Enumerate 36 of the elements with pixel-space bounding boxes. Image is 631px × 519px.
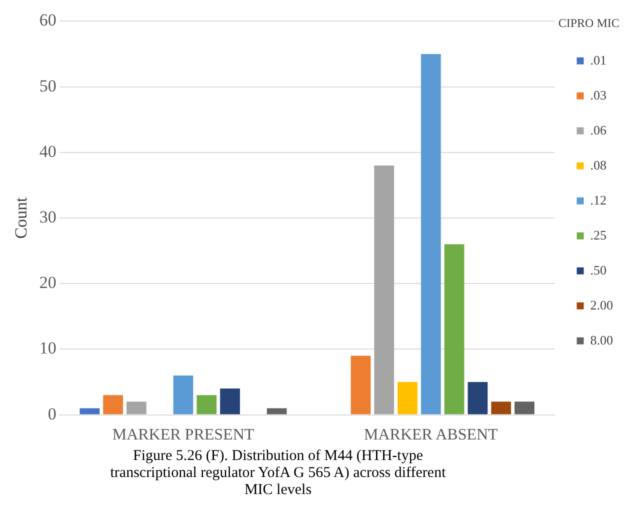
legend-title: CIPRO MIC	[558, 16, 620, 30]
legend-label: 8.00	[590, 332, 613, 348]
y-tick-label: 40	[39, 142, 56, 161]
legend-label: .25	[590, 227, 606, 242]
legend-label: .50	[590, 262, 606, 278]
bar	[468, 382, 488, 414]
bar	[514, 402, 534, 414]
bar	[173, 375, 194, 414]
x-tick-label: MARKER PRESENT	[112, 426, 254, 444]
bar	[350, 356, 371, 414]
bar	[266, 408, 287, 414]
y-tick-label: 10	[39, 338, 56, 358]
y-axis-title: Count	[12, 196, 31, 239]
bar	[196, 395, 217, 414]
y-tick-label: 60	[39, 10, 56, 30]
legend-label: .08	[590, 157, 606, 172]
bar	[103, 395, 124, 414]
bar	[80, 408, 100, 414]
y-tick-label: 20	[39, 273, 56, 292]
bar	[420, 54, 441, 414]
legend-label: .06	[590, 122, 607, 138]
y-tick-label: 0	[48, 404, 56, 424]
bar	[444, 244, 464, 414]
legend-label: .12	[590, 192, 606, 208]
x-tick-label: MARKER ABSENT	[364, 426, 498, 444]
bar	[220, 388, 240, 414]
bar	[374, 166, 394, 414]
y-tick-label: 50	[39, 76, 56, 96]
legend-label: .03	[590, 87, 606, 102]
bar	[126, 402, 146, 414]
legend-label: .01	[590, 52, 606, 68]
bar	[491, 402, 512, 414]
legend-label: 2.00	[590, 297, 613, 312]
bar	[398, 382, 418, 414]
caption: Figure 5.26 (F). Distribution of M44 (HTH-type transcriptional regulator YofA G 565 A) across different MIC levels	[109, 448, 447, 499]
y-tick-label: 30	[39, 207, 56, 226]
